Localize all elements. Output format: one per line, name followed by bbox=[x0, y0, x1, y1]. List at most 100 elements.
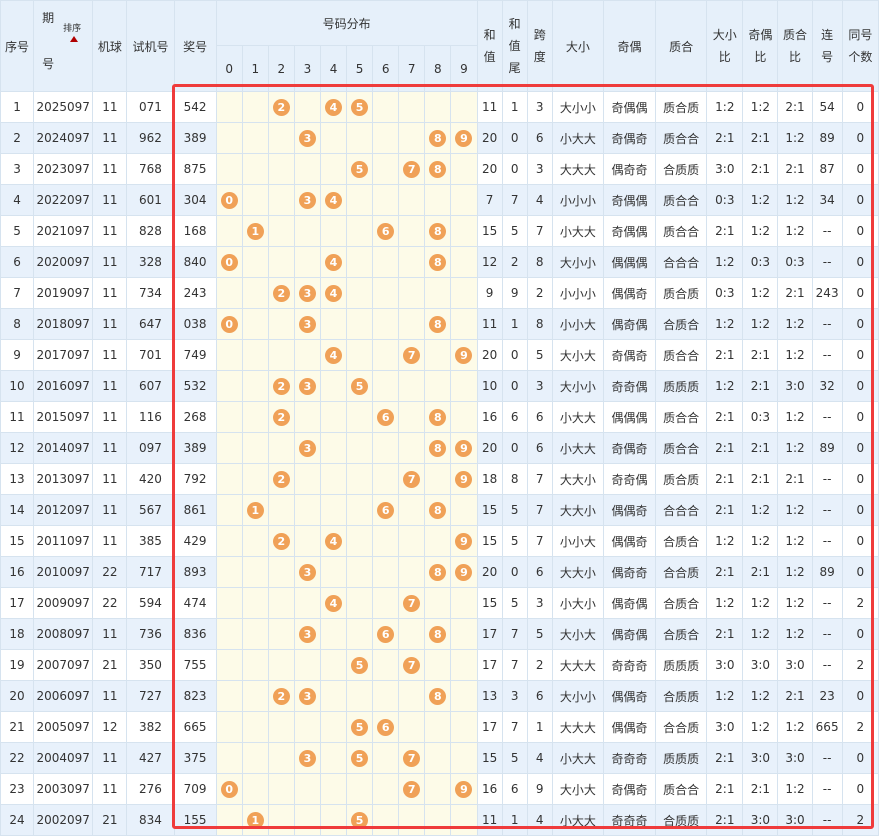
cell-or: 2:1 bbox=[742, 432, 779, 464]
cell-test: 420 bbox=[126, 463, 175, 495]
dist-cell-3 bbox=[293, 711, 321, 743]
cell-test: 834 bbox=[126, 804, 175, 836]
dist-cell-9: 9 bbox=[450, 556, 478, 588]
cell-tail: 0 bbox=[501, 122, 528, 154]
cell-seq: 21 bbox=[0, 711, 35, 743]
cell-or: 1:2 bbox=[742, 308, 779, 340]
cell-machine: 11 bbox=[92, 122, 128, 154]
cell-consec: 243 bbox=[811, 277, 843, 309]
dist-cell-0 bbox=[215, 215, 243, 247]
cell-pc: 合质合 bbox=[655, 525, 708, 557]
dist-cell-6 bbox=[372, 556, 400, 588]
cell-span: 3 bbox=[526, 587, 553, 619]
cell-period: 2012097 bbox=[33, 494, 94, 526]
cell-size: 大小小 bbox=[551, 370, 604, 402]
dist-cell-5 bbox=[346, 432, 374, 464]
dist-cell-7 bbox=[398, 525, 426, 557]
cell-tail: 2 bbox=[501, 246, 528, 278]
cell-same: 0 bbox=[841, 463, 880, 495]
sort-arrow-up-icon[interactable] bbox=[70, 35, 79, 42]
digit-header-9: 9 bbox=[450, 45, 478, 92]
dist-cell-0 bbox=[215, 804, 243, 836]
dist-cell-3 bbox=[293, 649, 321, 681]
dist-cell-1: 1 bbox=[241, 494, 269, 526]
table-row: 10 2016097 11 607 532 2 3 5 10 0 3 大小小 奇奇偶 质质质 1:2 2:1 3… bbox=[0, 370, 880, 402]
dist-cell-4 bbox=[319, 153, 348, 185]
cell-tail: 1 bbox=[501, 804, 528, 836]
cell-oe: 奇偶奇 bbox=[602, 432, 657, 464]
number-ball: 1 bbox=[246, 222, 264, 240]
col-period-label-bottom: 号 bbox=[42, 56, 55, 71]
col-size-ratio-header: 大小比 bbox=[706, 0, 744, 92]
cell-or: 2:1 bbox=[742, 122, 779, 154]
cell-prize: 304 bbox=[173, 184, 217, 216]
cell-seq: 3 bbox=[0, 153, 35, 185]
dist-cell-2: 2 bbox=[267, 463, 295, 495]
number-ball: 3 bbox=[298, 284, 316, 302]
cell-tail: 1 bbox=[501, 91, 528, 123]
dist-cell-7: 7 bbox=[398, 742, 426, 774]
cell-span: 6 bbox=[526, 556, 553, 588]
cell-tail: 0 bbox=[501, 153, 528, 185]
cell-prize: 243 bbox=[173, 277, 217, 309]
dist-cell-4 bbox=[319, 804, 348, 836]
dist-cell-7 bbox=[398, 804, 426, 836]
dist-cell-2: 2 bbox=[267, 401, 295, 433]
cell-machine: 11 bbox=[92, 308, 128, 340]
cell-period: 2011097 bbox=[33, 525, 94, 557]
cell-or: 1:2 bbox=[742, 525, 779, 557]
cell-period: 2018097 bbox=[33, 308, 94, 340]
number-ball: 8 bbox=[429, 129, 447, 147]
number-ball: 6 bbox=[377, 408, 395, 426]
dist-cell-8: 8 bbox=[424, 680, 452, 712]
cell-sum: 20 bbox=[476, 122, 503, 154]
cell-span: 6 bbox=[526, 122, 553, 154]
cell-tail: 5 bbox=[501, 525, 528, 557]
dist-cell-6 bbox=[372, 804, 400, 836]
dist-cell-2: 2 bbox=[267, 277, 295, 309]
dist-cell-8: 8 bbox=[424, 215, 452, 247]
col-sum-tail-header: 和值尾 bbox=[501, 0, 528, 92]
cell-prize: 861 bbox=[173, 494, 217, 526]
dist-cell-9 bbox=[450, 215, 478, 247]
cell-prize: 038 bbox=[173, 308, 217, 340]
cell-same: 0 bbox=[841, 215, 880, 247]
number-ball: 5 bbox=[351, 98, 369, 116]
sort-button[interactable]: 排序 bbox=[63, 23, 82, 34]
cell-or: 3:0 bbox=[742, 649, 779, 681]
cell-test: 071 bbox=[126, 91, 175, 123]
table-row: 3 2023097 11 768 875 5 7 8 20 0 3 大大大 偶奇奇 合质质 3:0 2:1 2:… bbox=[0, 153, 880, 185]
cell-pc: 质质质 bbox=[655, 649, 708, 681]
cell-test: 647 bbox=[126, 308, 175, 340]
col-period-header: 期 号 排序 bbox=[33, 0, 94, 92]
cell-span: 7 bbox=[526, 494, 553, 526]
cell-machine: 11 bbox=[92, 432, 128, 464]
dist-cell-3: 3 bbox=[293, 680, 321, 712]
cell-consec: -- bbox=[811, 587, 843, 619]
dist-cell-9 bbox=[450, 804, 478, 836]
cell-seq: 20 bbox=[0, 680, 35, 712]
cell-seq: 19 bbox=[0, 649, 35, 681]
number-ball: 9 bbox=[455, 470, 473, 488]
cell-same: 0 bbox=[841, 370, 880, 402]
cell-machine: 11 bbox=[92, 680, 128, 712]
number-ball: 0 bbox=[220, 253, 238, 271]
dist-cell-6: 6 bbox=[372, 215, 400, 247]
dist-cell-5 bbox=[346, 215, 374, 247]
cell-sum: 11 bbox=[476, 804, 503, 836]
cell-same: 0 bbox=[841, 184, 880, 216]
dist-cell-6 bbox=[372, 370, 400, 402]
cell-machine: 11 bbox=[92, 215, 128, 247]
dist-cell-4 bbox=[319, 370, 348, 402]
cell-consec: 89 bbox=[811, 122, 843, 154]
number-ball: 1 bbox=[246, 501, 264, 519]
cell-consec: -- bbox=[811, 618, 843, 650]
dist-cell-0 bbox=[215, 153, 243, 185]
number-ball: 9 bbox=[455, 532, 473, 550]
dist-cell-0 bbox=[215, 618, 243, 650]
dist-cell-8: 8 bbox=[424, 618, 452, 650]
table-row: 24 2002097 21 834 155 1 5 11 1 4 小大大 奇奇奇 合质质 2:1 3:0 3:… bbox=[0, 804, 880, 836]
cell-test: 607 bbox=[126, 370, 175, 402]
col-pc-ratio-header: 质合比 bbox=[777, 0, 813, 92]
